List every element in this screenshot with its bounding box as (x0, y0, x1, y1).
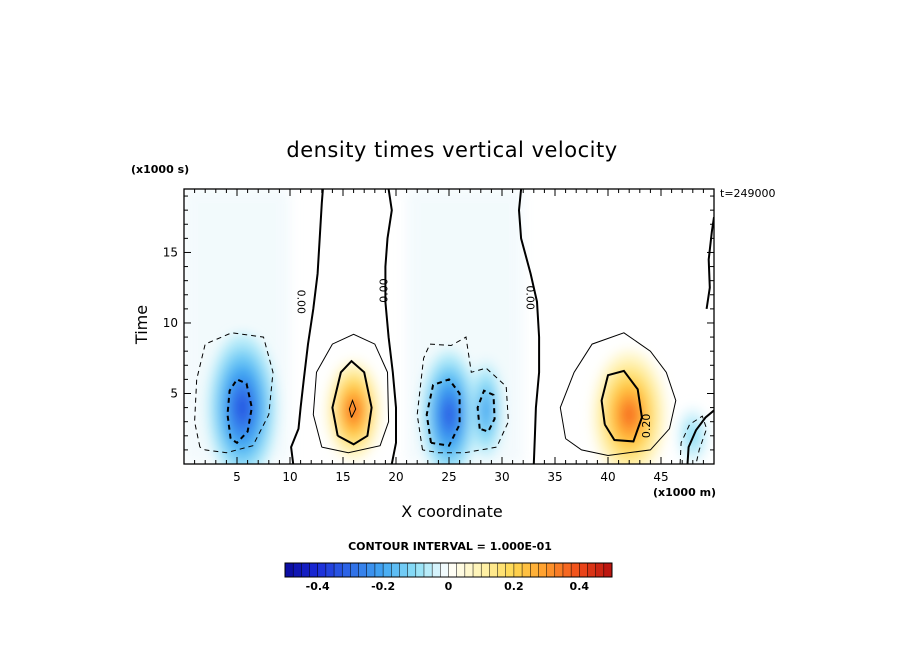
neg-contour-a-inner (226, 378, 253, 445)
pos-contour-b-outer (559, 332, 677, 457)
colorbar: -0.4 -0.2 0 0.2 0.4 (284, 562, 613, 593)
x-tick-label-5: 5 (233, 470, 241, 484)
pos-contour-a-core (348, 399, 357, 418)
y-tick-label-10: 10 (163, 316, 178, 330)
colorbar-cell-0 (285, 563, 294, 577)
x-axis-scale-note: (x1000 m) (653, 486, 717, 499)
colorbar-cell-12 (383, 563, 392, 577)
contour-label-3: 0.20 (640, 414, 653, 439)
colorbar-cell-1 (293, 563, 302, 577)
x-tick-label-15: 15 (335, 470, 350, 484)
zero-contour-1 (290, 189, 324, 464)
colorbar-tick-label-3: 0.2 (504, 580, 524, 593)
colorbar-cell-32 (546, 563, 556, 577)
colorbar-cell-17 (423, 563, 433, 577)
colorbar-cell-19 (440, 563, 449, 577)
colorbar-tick-label-0: -0.4 (306, 580, 330, 593)
colorbar-cell-16 (415, 563, 425, 577)
colorbar-cell-29 (522, 563, 531, 577)
timestamp-label: t=249000 (720, 187, 776, 200)
colorbar-cell-4 (317, 563, 327, 577)
colorbar-tick-label-1: -0.2 (371, 580, 395, 593)
colorbar-cell-3 (309, 563, 318, 577)
x-tick-label-45: 45 (653, 470, 668, 484)
zero-contour-3 (517, 189, 541, 464)
pos-contour-a-outer (312, 333, 390, 454)
contour-label-2: 0.00 (524, 285, 537, 310)
neg-contour-b-outer (416, 336, 509, 454)
y-tick-label-5: 5 (170, 386, 178, 400)
colorbar-cell-2 (301, 563, 310, 577)
colorbar-cell-5 (325, 563, 335, 577)
field-feature-2-level-4 (443, 401, 455, 428)
field-feature-3-level-4 (482, 400, 490, 421)
colorbar-cell-35 (571, 563, 580, 577)
colorbar-cell-39 (603, 563, 613, 577)
colorbar-cell-33 (554, 563, 564, 577)
field-feature-4-level-4 (621, 401, 637, 428)
colorbar-cell-23 (473, 563, 482, 577)
colorbar-cell-22 (464, 563, 474, 577)
plot-axes: 5 10 15 20 25 30 35 40 45 5 10 15 (163, 188, 715, 484)
colorbar-cell-14 (399, 563, 408, 577)
colorbar-cell-20 (448, 563, 457, 577)
colorbar-cell-31 (538, 563, 547, 577)
colorbar-cell-8 (350, 563, 359, 577)
colorbar-cell-26 (497, 563, 507, 577)
colorbar-cell-9 (358, 563, 368, 577)
colorbar-cell-13 (391, 563, 400, 577)
neg-contour-d (679, 415, 708, 464)
colorbar-cell-18 (432, 563, 441, 577)
x-axis-label: X coordinate (401, 502, 503, 521)
colorbar-cell-34 (562, 563, 572, 577)
color-field (184, 189, 714, 464)
x-tick-label-30: 30 (494, 470, 509, 484)
colorbar-cell-11 (374, 563, 384, 577)
zero-contour-5 (705, 217, 714, 310)
contour-label-0: 0.00 (295, 290, 308, 315)
colorbar-cell-24 (481, 563, 490, 577)
neg-contour-b-inner (425, 378, 461, 447)
x-tick-label-25: 25 (441, 470, 456, 484)
x-tick-label-35: 35 (547, 470, 562, 484)
colorbar-cell-7 (342, 563, 351, 577)
contour-interval-label: CONTOUR INTERVAL = 1.000E-01 (348, 540, 552, 553)
colorbar-cell-36 (579, 563, 588, 577)
zero-contour-2 (384, 189, 397, 464)
colorbar-cell-37 (587, 563, 596, 577)
colorbar-cell-38 (595, 563, 605, 577)
zero-contour-4 (686, 409, 714, 464)
neg-contour-a-outer (194, 332, 274, 454)
contour-label-1: 0.00 (377, 278, 390, 303)
colorbar-tick-label-4: 0.4 (570, 580, 590, 593)
x-tick-label-40: 40 (600, 470, 615, 484)
x-tick-label-20: 20 (388, 470, 403, 484)
pos-contour-a-inner (331, 359, 373, 446)
colorbar-cell-28 (513, 563, 523, 577)
colorbar-cell-27 (505, 563, 515, 577)
colorbar-cell-30 (530, 563, 539, 577)
y-tick-label-15: 15 (163, 245, 178, 259)
x-tick-label-10: 10 (282, 470, 297, 484)
field-feature-0-level-4 (235, 392, 250, 423)
chart-title: density times vertical velocity (286, 138, 618, 162)
colorbar-tick-label-2: 0 (445, 580, 453, 593)
colorbar-cell-25 (489, 563, 498, 577)
y-axis-scale-note: (x1000 s) (131, 163, 190, 176)
colorbar-cell-10 (366, 563, 376, 577)
neg-contour-c-inner (476, 389, 496, 433)
pos-contour-b-inner (600, 369, 643, 443)
colorbar-frame (284, 562, 613, 578)
colorbar-cell-15 (407, 563, 417, 577)
colorbar-cell-21 (456, 563, 466, 577)
contour-lines: 0.00 0.00 0.00 0.20 (194, 189, 714, 464)
colorbar-cell-6 (334, 563, 343, 577)
